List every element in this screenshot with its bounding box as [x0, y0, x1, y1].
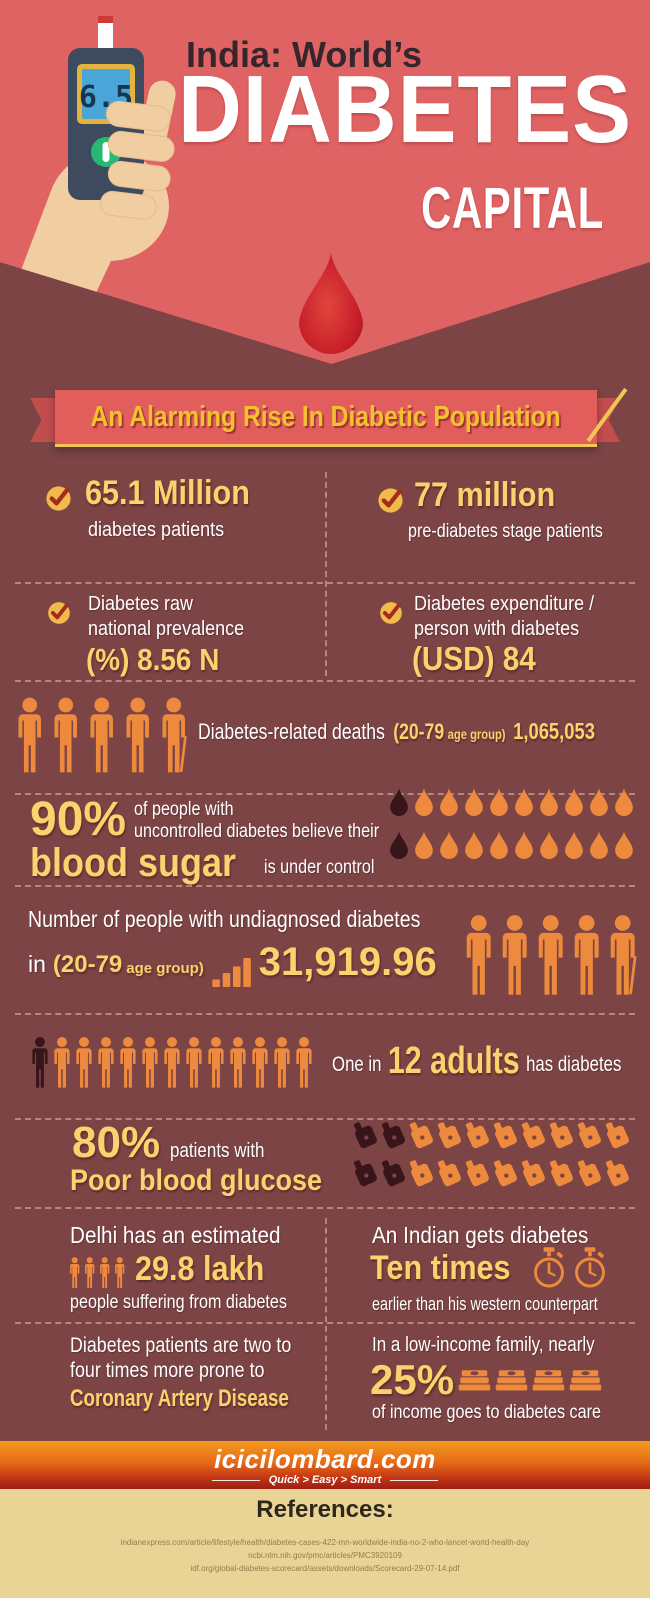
stat-value: (%) 8.56 N — [86, 642, 220, 677]
banner-ribbon: An Alarming Rise In Diabetic Population — [55, 390, 597, 447]
deaths-line: Diabetes-related deaths (20-79 age group… — [198, 718, 595, 745]
brand-tagline: Quick > Easy > Smart — [0, 1474, 650, 1486]
glucose-highlight: Poor blood glucose — [70, 1164, 323, 1197]
stat-label: person with diabetes — [414, 618, 580, 640]
glucose-pct: 80% — [72, 1118, 161, 1167]
dashed-divider — [325, 472, 327, 676]
undiagnosed-value: 31,919.96 — [258, 940, 437, 984]
people-icons-row — [30, 1030, 316, 1096]
undiagnosed-line2: in (20-79 age group) 31,919.96 — [28, 940, 437, 987]
income-value: 25% — [370, 1356, 455, 1403]
brand-logo: icicilombard.com — [214, 1444, 436, 1474]
stat-label: Diabetes raw — [88, 593, 194, 615]
dashed-divider — [15, 1322, 635, 1324]
deaths-value: 1,065,053 — [513, 718, 595, 744]
check-icon — [378, 488, 403, 513]
dashed-divider — [15, 885, 635, 887]
stopwatch-icons-row — [526, 1246, 608, 1290]
check-icon — [380, 602, 402, 624]
header-title: DIABETES — [178, 56, 632, 163]
deaths-age-group-small: age group) — [447, 726, 506, 742]
check-icon — [46, 486, 71, 511]
check-icon — [48, 602, 70, 624]
stat-value: (USD) 84 — [412, 640, 536, 677]
undiagnosed-age-group-small: age group) — [126, 960, 204, 977]
people-icons-row — [463, 910, 643, 1002]
coronary-line1: Diabetes patients are two to — [70, 1334, 292, 1357]
drops-row — [388, 828, 638, 862]
stat-label: Diabetes expenditure / — [414, 593, 595, 615]
undiagnosed-line1: Number of people with undiagnosed diabet… — [28, 906, 421, 932]
blood-sugar-pct: 90% — [30, 793, 127, 846]
coronary-highlight: Coronary Artery Disease — [70, 1385, 289, 1412]
glucometers-row — [352, 1118, 632, 1151]
dashed-divider — [15, 582, 635, 584]
income-value-row: 25% — [370, 1356, 602, 1404]
stat-value: 77 million — [414, 476, 556, 514]
deaths-label: Diabetes-related deaths — [198, 719, 385, 744]
dashed-divider — [15, 1207, 635, 1209]
delhi-value-row: 29.8 lakh — [68, 1250, 279, 1289]
dashed-divider — [15, 1118, 635, 1120]
reference-link: idf.org/global-diabetes-scorecard/assets… — [190, 1564, 460, 1573]
people-icons-row — [68, 1257, 128, 1289]
adults-line: One in 12 adults has diabetes — [332, 1040, 621, 1083]
ten-times-line2: earlier than his western counterpart — [372, 1294, 598, 1314]
adults-value: 12 adults — [387, 1040, 520, 1082]
header: India: World’s DIABETES CAPITAL 6.5 — [0, 0, 650, 364]
hand-glucometer-illustration: 6.5 — [14, 16, 176, 310]
income-line1: In a low-income family, nearly — [372, 1334, 595, 1356]
undiagnosed-prefix: in — [28, 951, 46, 977]
blood-sugar-line1: of people with — [134, 799, 234, 820]
stat-value: 65.1 Million — [85, 474, 250, 512]
glucose-label: patients with — [170, 1140, 265, 1162]
delhi-value: 29.8 lakh — [135, 1250, 265, 1288]
header-kicker: India: World’s — [186, 34, 423, 75]
reference-link: indianexpress.com/article/lifestyle/heal… — [120, 1538, 530, 1547]
references-section — [0, 1489, 650, 1598]
dashed-divider — [15, 793, 635, 795]
ten-times-line1: An Indian gets diabetes — [372, 1222, 589, 1248]
delhi-line2: people suffering from diabetes — [70, 1292, 287, 1313]
deaths-age-group: (20-79 — [393, 719, 445, 744]
blood-sugar-highlight: blood sugar — [30, 841, 237, 885]
adults-suffix: has diabetes — [526, 1053, 622, 1076]
banner-text: An Alarming Rise In Diabetic Population — [90, 400, 562, 433]
delhi-line1: Delhi has an estimated — [70, 1222, 281, 1248]
stat-label: diabetes patients — [88, 519, 225, 541]
dashed-divider — [325, 1218, 327, 1430]
ten-times-value-row: Ten times — [370, 1246, 608, 1290]
ten-times-value: Ten times — [370, 1248, 511, 1287]
coronary-line2: four times more prone to — [70, 1359, 265, 1382]
header-subtitle: CAPITAL — [421, 176, 604, 241]
adults-prefix: One in — [332, 1053, 382, 1076]
bar-chart-icon — [212, 957, 251, 987]
drops-row — [388, 785, 638, 819]
blood-sugar-tail: is under control — [264, 857, 375, 878]
cash-icons-row — [454, 1365, 602, 1395]
blood-drop-icon — [299, 248, 363, 354]
undiagnosed-age-group: (20-79 — [52, 951, 123, 978]
stat-label: national prevalence — [88, 618, 245, 640]
reference-link: ncbi.nlm.nih.gov/pmc/articles/PMC3920109 — [248, 1551, 402, 1560]
income-line2: of income goes to diabetes care — [372, 1402, 601, 1423]
references-title: References: — [256, 1496, 394, 1523]
stat-label: pre-diabetes stage patients — [408, 521, 603, 542]
glucometers-row — [352, 1156, 632, 1189]
people-icons-row — [15, 696, 195, 776]
blood-sugar-line2: uncontrolled diabetes believe their — [134, 821, 380, 842]
dashed-divider — [15, 680, 635, 682]
dashed-divider — [15, 1013, 635, 1015]
